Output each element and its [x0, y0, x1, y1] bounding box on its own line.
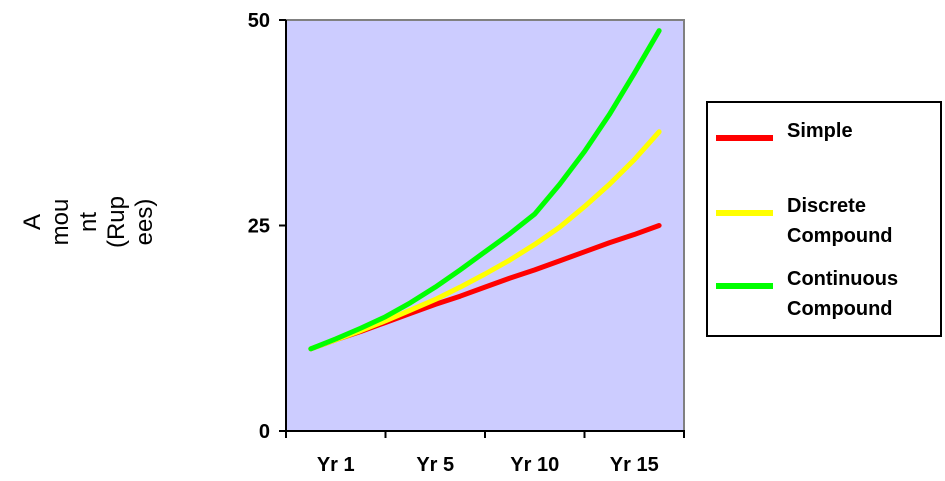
y-axis-label-line: A: [19, 214, 46, 230]
legend-label-simple: Simple: [787, 120, 853, 142]
x-tick-label: Yr 1: [317, 454, 355, 476]
y-axis-label-line: (Rup: [103, 196, 130, 248]
axes: [279, 19, 685, 438]
x-tick-label: Yr 10: [510, 454, 559, 476]
plot-area: [285, 19, 685, 432]
legend: Simple Discrete Compound Continuous Comp…: [706, 101, 942, 337]
series-layer: [308, 28, 662, 352]
legend-swatch-simple: [716, 135, 773, 141]
x-tick-label: Yr 5: [416, 454, 454, 476]
legend-label-continuous-compound: Continuous Compound: [787, 268, 899, 320]
y-axis-label-line: ees): [131, 199, 158, 246]
y-tick-label: 25: [248, 216, 270, 238]
legend-swatch-continuous-compound: [716, 283, 773, 289]
x-tick-labels: Yr 1 Yr 5 Yr 10 Yr 15: [317, 454, 659, 476]
y-axis-label-line: mou: [47, 199, 74, 246]
legend-item-discrete-compound: Discrete Compound: [716, 191, 893, 251]
legend-label-discrete-compound: Discrete Compound: [787, 195, 893, 247]
series-line-discrete-compound: [308, 129, 662, 352]
y-tick-label: 50: [248, 10, 270, 32]
legend-swatch-discrete-compound: [716, 210, 773, 216]
series-line-continuous-compound: [308, 28, 662, 352]
y-axis-label-line: nt: [75, 212, 102, 232]
y-tick-label: 0: [259, 421, 270, 443]
legend-item-simple: Simple: [716, 116, 853, 146]
x-tick-label: Yr 15: [610, 454, 659, 476]
legend-item-continuous-compound: Continuous Compound: [716, 264, 898, 324]
y-tick-labels: 0 25 50: [248, 10, 270, 443]
